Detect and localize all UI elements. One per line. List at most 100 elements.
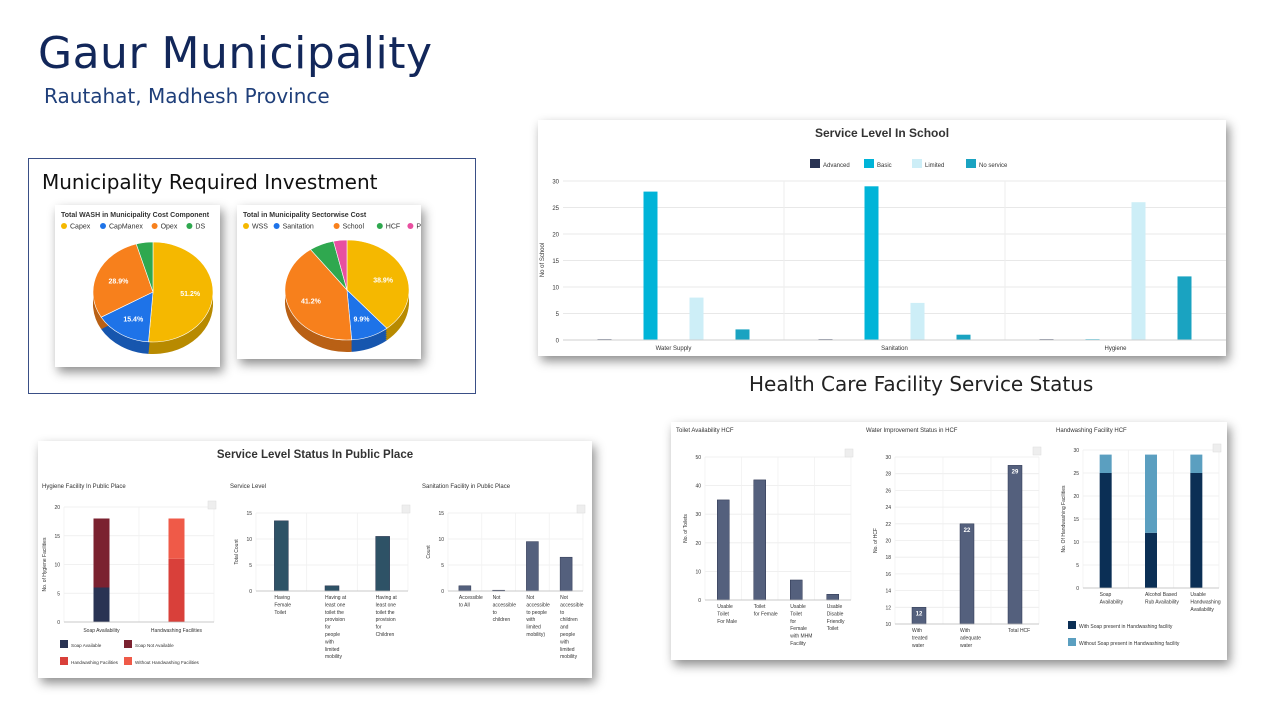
pie-slice: [346, 239, 410, 329]
y-tick-label: 26: [885, 488, 891, 494]
legend-swatch: [60, 657, 68, 665]
x-tick-label: with MHM: [790, 634, 812, 640]
x-tick-label: limited: [325, 647, 340, 653]
pie-slice: [100, 291, 154, 343]
legend-swatch: [124, 657, 132, 665]
x-tick-label: water: [912, 643, 925, 649]
legend-item: Limited: [925, 163, 944, 169]
bar-segment: [93, 587, 110, 622]
chart-title: Water Improvement Status in HCF: [866, 428, 958, 434]
x-tick-label: Toilet: [790, 611, 802, 617]
x-tick-label: water: [960, 643, 973, 649]
y-tick-label: 20: [885, 539, 891, 545]
pie-slice: [333, 239, 348, 291]
y-tick-label: 18: [885, 555, 891, 561]
legend-item: Advanced: [823, 163, 850, 169]
chart-menu-icon: [844, 448, 854, 458]
legend-item: With Soap present in Handwashing facilit…: [1079, 624, 1173, 630]
bar: [1007, 465, 1023, 625]
public-svg: Service Level Status In Public Place Hygi…: [42, 449, 586, 665]
x-tick-label: Handwashing Facilities: [151, 628, 203, 634]
chart-menu-icon: [1032, 446, 1042, 456]
x-tick-label: Female: [274, 602, 291, 608]
bar: [643, 191, 658, 340]
x-tick-label: Hygiene: [1104, 346, 1127, 352]
y-tick-label: 20: [695, 541, 701, 547]
x-tick-label: Friendly: [827, 619, 845, 625]
chart-menu-icon: [207, 500, 217, 510]
bar-segment: [168, 558, 185, 622]
x-tick-label: with: [560, 639, 569, 645]
pie-chart-cost-component: Total WASH in Municipality Cost Componen…: [55, 205, 220, 367]
x-tick-label: for Female: [754, 611, 778, 617]
hcf-panel: Toilet Availability HCF No. of Toilets 0 10…: [671, 422, 1227, 660]
pie-slice: [92, 243, 154, 318]
y-tick-label: 10: [246, 537, 252, 543]
pie1-svg: Total WASH in Municipality Cost Componen…: [61, 212, 214, 354]
legend-item: School: [343, 224, 365, 231]
legend-item: Opex: [161, 224, 178, 231]
y-axis-label: Count: [426, 545, 432, 559]
y-axis-label: No. of HCF: [873, 528, 879, 553]
x-tick-label: for: [790, 619, 796, 625]
legend-item: HCF: [386, 224, 400, 231]
legend-item: Capex: [70, 224, 91, 231]
legend-item: DS: [195, 224, 205, 231]
investment-title: Municipality Required Investment: [42, 170, 378, 194]
y-tick-label: 0: [556, 339, 560, 345]
y-tick-label: 5: [57, 591, 60, 597]
x-tick-label: mobility: [560, 654, 577, 660]
x-tick-label: to people: [526, 610, 547, 616]
bar: [458, 585, 472, 592]
x-tick-label: mobility: [325, 654, 342, 660]
bar-segment: [168, 518, 185, 559]
legend-swatch: [912, 159, 922, 168]
bar: [1131, 202, 1146, 340]
pie-chart-sectorwise-cost: Total in Municipality Sectorwise Cost WSS…: [237, 205, 426, 359]
hcf-svg: Toilet Availability HCF No. of Toilets 0 10…: [676, 428, 1222, 649]
x-tick-label: Toilet: [717, 611, 729, 617]
chart-title: Handwashing Facility HCF: [1056, 428, 1127, 434]
y-tick-label: 28: [885, 472, 891, 478]
pie-data-label: 38.9%: [373, 277, 394, 284]
y-tick-label: 25: [1073, 471, 1079, 477]
legend-swatch: [243, 223, 249, 229]
x-tick-label: accessible: [493, 602, 517, 608]
x-tick-label: to All: [459, 602, 470, 608]
bar: [1177, 276, 1192, 340]
x-tick-label: people: [560, 632, 575, 638]
x-tick-label: With: [960, 628, 970, 634]
pie-title: Total WASH in Municipality Cost Componen…: [61, 212, 210, 219]
y-tick-label: 16: [885, 572, 891, 578]
legend-swatch: [407, 223, 414, 229]
bar-segment: [1190, 454, 1203, 473]
school-svg: Service Level In School Advanced Basic Limi…: [540, 126, 1226, 352]
legend-item: Basic: [877, 163, 892, 169]
x-tick-label: with: [325, 639, 334, 645]
x-tick-label: For Male: [717, 619, 737, 625]
x-tick-label: Toilet: [827, 626, 839, 632]
bar-data-label: 12: [916, 611, 923, 617]
y-tick-label: 10: [1073, 540, 1079, 546]
x-tick-label: least one: [376, 602, 397, 608]
x-tick-label: Total HCF: [1008, 628, 1030, 634]
chart-title: Sanitation Facility in Public Place: [422, 484, 511, 490]
bar: [274, 520, 289, 592]
legend-swatch: [273, 223, 280, 229]
x-tick-label: with: [526, 617, 535, 623]
legend-item: Soap Not Available: [135, 643, 174, 648]
pie-slice: [148, 241, 214, 343]
y-axis-label: No. of Toilets: [683, 514, 689, 543]
y-tick-label: 10: [438, 537, 444, 543]
y-axis-label: Total Count: [234, 539, 240, 565]
x-tick-label: Usable: [1190, 592, 1206, 598]
y-tick-label: 30: [552, 180, 559, 186]
y-tick-label: 0: [1076, 586, 1079, 592]
bar: [735, 329, 750, 340]
x-tick-label: Toilet: [274, 610, 286, 616]
page-subtitle: Rautahat, Madhesh Province: [44, 84, 330, 108]
x-tick-label: Having at: [376, 595, 398, 601]
bar-segment: [1145, 454, 1157, 533]
bar: [753, 479, 766, 601]
investment-panel: [28, 158, 476, 394]
